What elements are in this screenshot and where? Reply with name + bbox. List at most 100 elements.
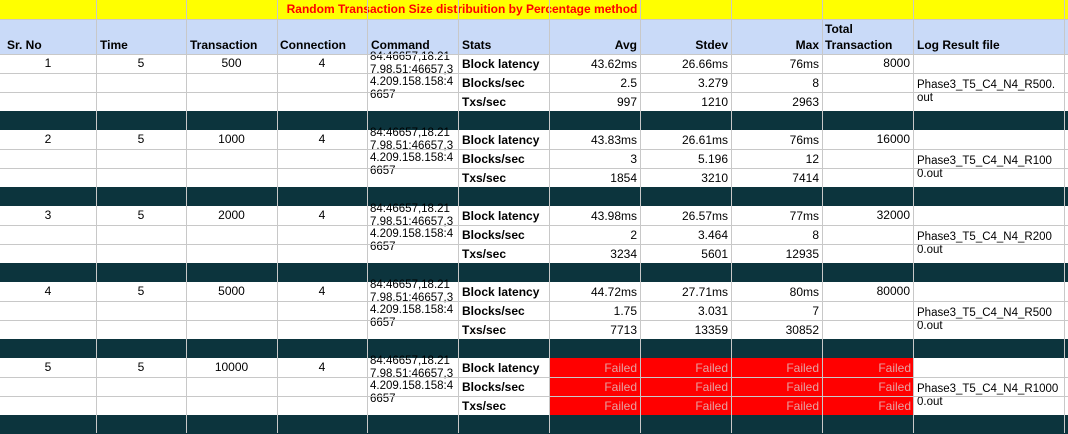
cell-max[interactable]: Failed [731,377,822,396]
cell-stat-name[interactable]: Txs/sec [462,95,507,109]
cell-max[interactable]: 7414 [792,171,819,185]
header-total-line2[interactable]: Transaction [825,38,893,52]
cell-connection[interactable]: 4 [318,360,326,374]
cell-stat-name[interactable]: Blocks/sec [462,76,525,90]
cell-avg[interactable]: 43.62ms [590,57,637,71]
cell-total[interactable]: 80000 [876,284,910,298]
cell-sr-no[interactable]: 2 [44,132,52,146]
cell-command[interactable]: 84:46657,18.217.98.51:46657,34.209.158.1… [370,203,454,253]
cell-avg[interactable]: 43.83ms [590,133,637,147]
cell-avg[interactable]: 1854 [610,171,637,185]
cell-sr-no[interactable]: 5 [44,360,52,374]
cell-time[interactable]: 5 [137,132,145,146]
cell-log-file[interactable]: Phase3_T5_C4_N4_R5000.out [917,307,1052,332]
cell-avg[interactable]: 997 [616,95,637,109]
cell-max[interactable]: 7 [812,304,819,318]
header-time[interactable]: Time [100,38,128,52]
cell-avg[interactable]: 3234 [610,247,637,261]
cell-max[interactable]: 76ms [789,133,819,147]
cell-total[interactable]: Failed [822,396,914,415]
cell-command[interactable]: 84:46657,18.217.98.51:46657,34.209.158.1… [370,279,454,329]
cell-stdev[interactable]: Failed [640,396,731,415]
cell-time[interactable]: 5 [137,284,145,298]
cell-total[interactable]: 32000 [876,208,910,222]
cell-max[interactable]: Failed [731,358,822,377]
cell-transaction[interactable]: 2000 [218,208,245,222]
cell-stdev[interactable]: 3.279 [697,76,728,90]
cell-stat-name[interactable]: Txs/sec [462,247,507,261]
cell-command[interactable]: 84:46657,18.217.98.51:46657,34.209.158.1… [370,127,454,177]
cell-avg[interactable]: Failed [549,377,640,396]
sheet-title[interactable]: Random Transaction Size distribuition by… [286,2,638,16]
cell-stat-name[interactable]: Blocks/sec [462,228,525,242]
cell-stdev[interactable]: 3.031 [697,304,728,318]
header-command[interactable]: Command [371,38,430,52]
header-max[interactable]: Max [795,38,819,52]
cell-avg[interactable]: 7713 [610,323,637,337]
cell-stat-name[interactable]: Txs/sec [462,399,507,413]
cell-transaction[interactable]: 1000 [218,132,245,146]
cell-connection[interactable]: 4 [318,132,326,146]
cell-max[interactable]: 8 [812,228,819,242]
cell-stdev[interactable]: 26.57ms [681,209,728,223]
cell-max[interactable]: 2963 [792,95,819,109]
header-stats[interactable]: Stats [462,38,492,52]
cell-log-file[interactable]: Phase3_T5_C4_N4_R500.out [917,79,1056,104]
cell-stdev[interactable]: 27.71ms [681,285,728,299]
cell-command[interactable]: 84:46657,18.217.98.51:46657,34.209.158.1… [370,355,454,405]
cell-max[interactable]: 12 [805,152,819,166]
cell-stdev[interactable]: 26.61ms [681,133,728,147]
cell-total[interactable]: 8000 [883,56,910,70]
cell-sr-no[interactable]: 4 [44,284,52,298]
header-sr-no[interactable]: Sr. No [7,38,42,52]
header-total-line1[interactable]: Total [825,22,853,36]
cell-stat-name[interactable]: Block latency [462,285,540,299]
cell-stat-name[interactable]: Block latency [462,361,540,375]
cell-stat-name[interactable]: Block latency [462,133,540,147]
cell-max[interactable]: 76ms [789,57,819,71]
cell-stdev[interactable]: Failed [640,377,731,396]
cell-avg[interactable]: 3 [630,152,637,166]
cell-stdev[interactable]: 3.464 [697,228,728,242]
cell-connection[interactable]: 4 [318,284,326,298]
cell-time[interactable]: 5 [137,56,145,70]
cell-avg[interactable]: 1.75 [613,304,637,318]
cell-sr-no[interactable]: 1 [44,56,52,70]
cell-stdev[interactable]: 13359 [694,323,728,337]
cell-sr-no[interactable]: 3 [44,208,52,222]
header-log[interactable]: Log Result file [917,38,1000,52]
cell-max[interactable]: Failed [731,396,822,415]
cell-stat-name[interactable]: Txs/sec [462,323,507,337]
cell-stdev[interactable]: 1210 [701,95,728,109]
cell-stat-name[interactable]: Txs/sec [462,171,507,185]
cell-total[interactable]: Failed [822,377,914,396]
cell-stdev[interactable]: Failed [640,358,731,377]
header-avg[interactable]: Avg [614,38,637,52]
cell-stdev[interactable]: 5601 [701,247,728,261]
header-connection[interactable]: Connection [280,38,346,52]
cell-avg[interactable]: 2.5 [620,76,637,90]
cell-max[interactable]: 8 [812,76,819,90]
cell-max[interactable]: 12935 [785,247,819,261]
cell-stat-name[interactable]: Block latency [462,209,540,223]
cell-stat-name[interactable]: Blocks/sec [462,380,525,394]
cell-avg[interactable]: 43.98ms [590,209,637,223]
cell-log-file[interactable]: Phase3_T5_C4_N4_R10000.out [917,383,1059,408]
cell-time[interactable]: 5 [137,360,145,374]
cell-stat-name[interactable]: Blocks/sec [462,152,525,166]
cell-total[interactable]: 16000 [876,132,910,146]
cell-connection[interactable]: 4 [318,208,326,222]
cell-stat-name[interactable]: Block latency [462,57,540,71]
cell-transaction[interactable]: 500 [221,56,242,70]
cell-transaction[interactable]: 10000 [214,360,249,374]
cell-log-file[interactable]: Phase3_T5_C4_N4_R2000.out [917,231,1052,256]
cell-max[interactable]: 30852 [785,323,819,337]
cell-stdev[interactable]: 26.66ms [681,57,728,71]
cell-max[interactable]: 77ms [789,209,819,223]
header-transaction[interactable]: Transaction [190,38,258,52]
cell-avg[interactable]: Failed [549,358,640,377]
cell-time[interactable]: 5 [137,208,145,222]
cell-avg[interactable]: 44.72ms [590,285,637,299]
cell-stdev[interactable]: 3210 [701,171,728,185]
cell-stat-name[interactable]: Blocks/sec [462,304,525,318]
